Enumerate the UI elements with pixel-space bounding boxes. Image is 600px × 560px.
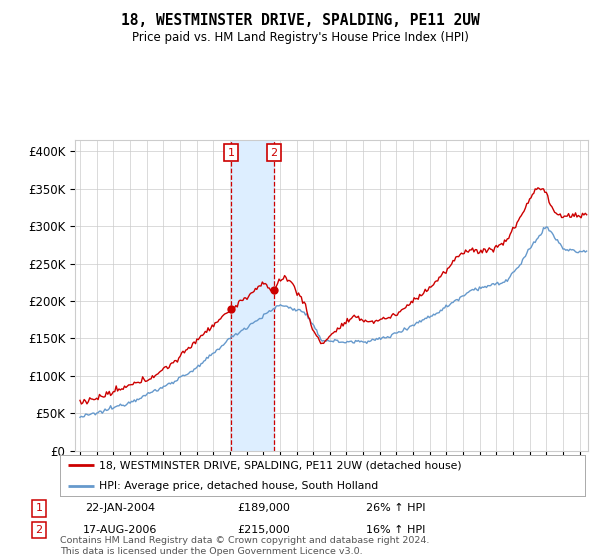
Bar xyxy=(231,140,274,451)
Text: Contains HM Land Registry data © Crown copyright and database right 2024.
This d: Contains HM Land Registry data © Crown c… xyxy=(60,536,430,556)
Text: 2: 2 xyxy=(270,148,277,158)
Text: 16% ↑ HPI: 16% ↑ HPI xyxy=(367,525,425,535)
Text: 1: 1 xyxy=(35,503,43,514)
Text: 22-JAN-2004: 22-JAN-2004 xyxy=(85,503,155,514)
Text: £189,000: £189,000 xyxy=(238,503,290,514)
Text: 17-AUG-2006: 17-AUG-2006 xyxy=(83,525,157,535)
Text: 26% ↑ HPI: 26% ↑ HPI xyxy=(366,503,426,514)
Text: £215,000: £215,000 xyxy=(238,525,290,535)
Text: 18, WESTMINSTER DRIVE, SPALDING, PE11 2UW (detached house): 18, WESTMINSTER DRIVE, SPALDING, PE11 2U… xyxy=(100,460,462,470)
Text: HPI: Average price, detached house, South Holland: HPI: Average price, detached house, Sout… xyxy=(100,480,379,491)
Text: Price paid vs. HM Land Registry's House Price Index (HPI): Price paid vs. HM Land Registry's House … xyxy=(131,31,469,44)
Text: 18, WESTMINSTER DRIVE, SPALDING, PE11 2UW: 18, WESTMINSTER DRIVE, SPALDING, PE11 2U… xyxy=(121,13,479,28)
Text: 2: 2 xyxy=(35,525,43,535)
Text: 1: 1 xyxy=(227,148,235,158)
